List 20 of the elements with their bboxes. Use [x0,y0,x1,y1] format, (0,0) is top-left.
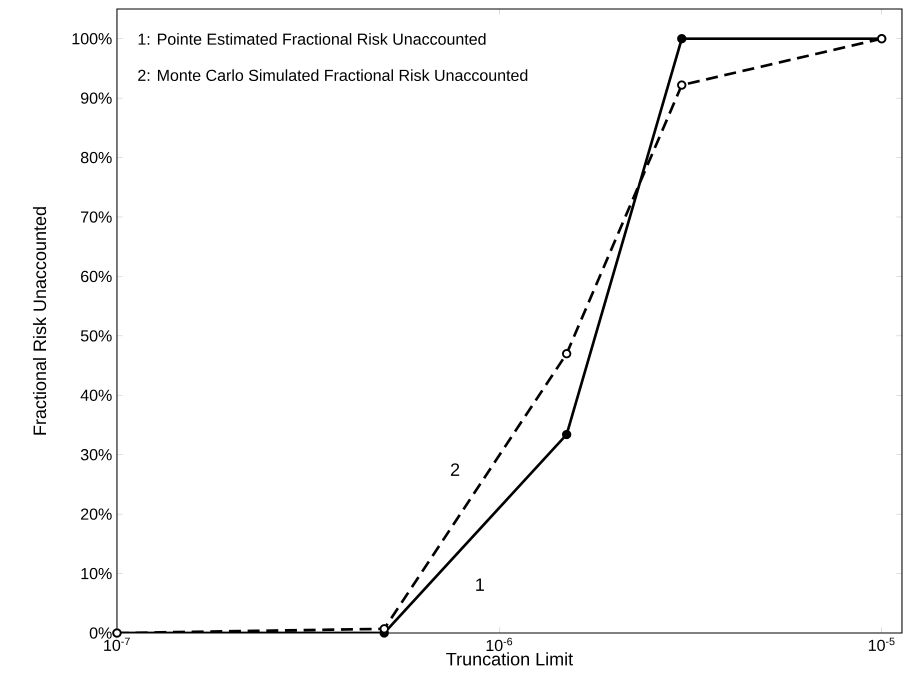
y-tick-label: 40% [80,390,112,401]
series-label: 2 [450,463,460,476]
y-tick-label: 10% [81,568,112,580]
x-tick-label: 10$^{-6}$ [486,638,512,652]
x-axis-title: Truncation Limit [446,652,573,666]
y-tick-label: 50% [80,330,112,342]
y-tick-label: 30% [80,449,112,460]
y-tick-label: 20% [81,508,112,520]
y-tick-label: 0% [90,627,112,639]
annotation: 2: Monte Carlo Simulated Fractional Risk Unaccounted [138,69,528,82]
x-tick-label: 10$^{-7}$ [104,638,130,652]
x-tick-label: 10$^{-5}$ [868,638,895,652]
y-tick-label: 60% [81,270,112,282]
y-axis-title: Fractional Risk Unaccounted [32,207,46,435]
y-tick-label: 80% [80,152,112,164]
y-tick-label: 90% [80,92,112,104]
annotation: 1: Pointe Estimated Fractional Risk Unaccounted [138,33,486,45]
y-tick-label: 100% [72,33,112,44]
series-label: 1 [476,578,484,591]
y-tick-label: 70% [81,211,112,223]
